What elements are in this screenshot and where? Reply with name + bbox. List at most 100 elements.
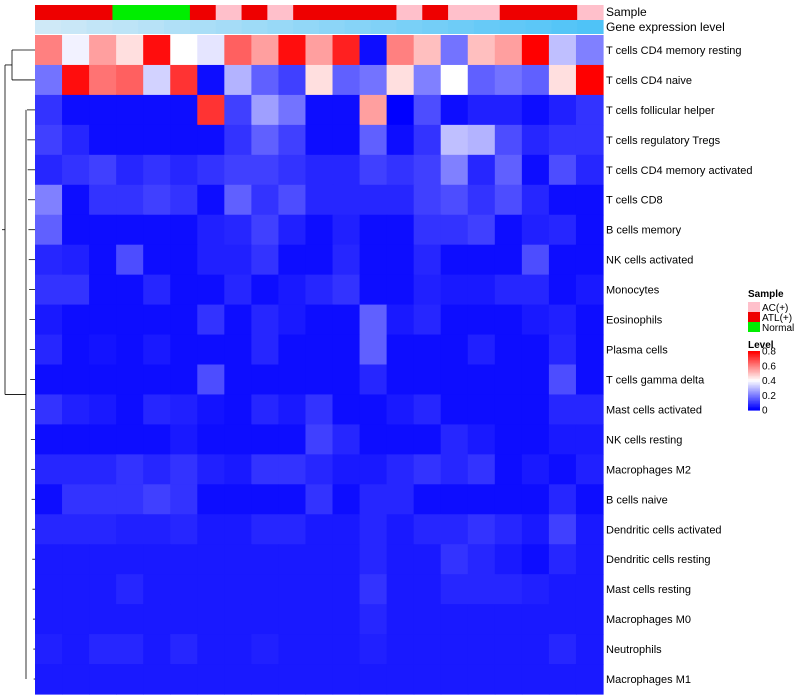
heatmap-cell xyxy=(332,184,361,216)
heatmap-cell xyxy=(116,634,144,665)
heatmap-cell xyxy=(440,124,469,156)
heatmap-cell xyxy=(62,454,90,485)
heatmap-cell xyxy=(521,35,550,66)
gene-annotation-cell xyxy=(189,20,217,34)
heatmap-cell xyxy=(116,664,144,695)
heatmap-cell xyxy=(467,514,496,545)
heatmap-cell xyxy=(548,184,577,216)
heatmap-cell xyxy=(278,574,307,605)
heatmap-cell xyxy=(35,514,63,545)
heatmap-cell xyxy=(197,484,225,515)
heatmap-cell xyxy=(251,304,280,336)
heatmap-cell xyxy=(143,634,171,665)
heatmap-cell xyxy=(494,64,523,96)
heatmap-cell xyxy=(116,544,144,575)
heatmap-cell xyxy=(278,484,307,515)
gene-annotation-cell xyxy=(138,20,165,34)
heatmap-cell xyxy=(62,634,90,665)
level-gradient-step xyxy=(748,362,760,365)
heatmap-cell xyxy=(143,184,171,216)
heatmap-cell xyxy=(359,184,388,216)
gene-annotation-cell xyxy=(164,20,191,34)
heatmap-cell xyxy=(359,214,388,246)
heatmap-cell xyxy=(224,454,252,485)
heatmap-cell xyxy=(467,304,496,336)
heatmap-cell xyxy=(116,394,144,425)
level-gradient-step xyxy=(748,389,760,392)
heatmap-cell xyxy=(35,214,63,246)
legend-swatch xyxy=(748,322,760,332)
level-gradient-step xyxy=(748,399,760,402)
heatmap-cell xyxy=(413,514,442,545)
heatmap-cell xyxy=(278,64,307,96)
heatmap-cell xyxy=(89,604,117,635)
heatmap-cell xyxy=(494,514,523,545)
heatmap-cell xyxy=(251,154,280,186)
heatmap-cell xyxy=(143,514,171,545)
heatmap-cell xyxy=(494,154,523,186)
heatmap-cell xyxy=(170,574,198,605)
heatmap-cell xyxy=(143,454,171,485)
heatmap-cell xyxy=(62,484,90,515)
heatmap-cell xyxy=(332,394,361,425)
heatmap-cell xyxy=(197,454,225,485)
heatmap-cell xyxy=(170,154,198,186)
heatmap-cell xyxy=(413,244,442,276)
heatmap-cell xyxy=(548,514,577,545)
heatmap-cell xyxy=(143,35,171,66)
heatmap-cell xyxy=(35,274,63,306)
heatmap-cell xyxy=(332,634,361,665)
heatmap-cell xyxy=(197,154,225,186)
heatmap-cell xyxy=(386,664,415,695)
heatmap-cell xyxy=(197,334,225,366)
heatmap-cell xyxy=(440,214,469,246)
heatmap-cell xyxy=(413,304,442,336)
sample-annotation-cell xyxy=(215,5,243,20)
heatmap-cell xyxy=(89,364,117,396)
heatmap-cell xyxy=(89,124,117,156)
heatmap-cell xyxy=(467,634,496,665)
heatmap-cell xyxy=(116,244,144,276)
heatmap-cell xyxy=(278,334,307,366)
heatmap-cell xyxy=(332,154,361,186)
heatmap-cell xyxy=(575,514,604,545)
heatmap-cell xyxy=(386,394,415,425)
heatmap-cell xyxy=(170,35,198,66)
heatmap-cell xyxy=(170,634,198,665)
heatmap-cell xyxy=(35,394,63,425)
sample-annotation-cell xyxy=(499,5,527,20)
heatmap-cell xyxy=(575,484,604,515)
heatmap-cell xyxy=(548,124,577,156)
sample-annotation-cell xyxy=(344,5,372,20)
heatmap-cell xyxy=(224,184,252,216)
heatmap-cell xyxy=(548,394,577,425)
heatmap-cell xyxy=(116,604,144,635)
heatmap-cell xyxy=(359,544,388,575)
heatmap-cell xyxy=(224,514,252,545)
heatmap-cell xyxy=(548,304,577,336)
heatmap-cell xyxy=(62,244,90,276)
heatmap-cell xyxy=(62,214,90,246)
sample-annotation-cell xyxy=(112,5,139,20)
sample-annotation-cell xyxy=(267,5,294,20)
heatmap-cell xyxy=(89,64,117,96)
heatmap-cell xyxy=(278,364,307,396)
heatmap-cell xyxy=(521,214,550,246)
heatmap-cell xyxy=(143,604,171,635)
heatmap-cell xyxy=(413,274,442,306)
level-gradient-step xyxy=(748,352,760,355)
level-gradient-step xyxy=(748,407,760,410)
heatmap-cell xyxy=(224,544,252,575)
heatmap-cell xyxy=(305,604,334,635)
heatmap-cell xyxy=(224,35,252,66)
heatmap-cell xyxy=(386,424,415,455)
sample-annotation-cell xyxy=(473,5,501,20)
level-legend-title: Level xyxy=(748,340,774,351)
heatmap-cell xyxy=(278,94,307,126)
gene-annotation-cell xyxy=(60,20,88,34)
heatmap-cell xyxy=(521,274,550,306)
heatmap-cell xyxy=(575,424,604,455)
heatmap-cell xyxy=(143,544,171,575)
heatmap-cell xyxy=(35,364,63,396)
heatmap-cell xyxy=(251,574,280,605)
